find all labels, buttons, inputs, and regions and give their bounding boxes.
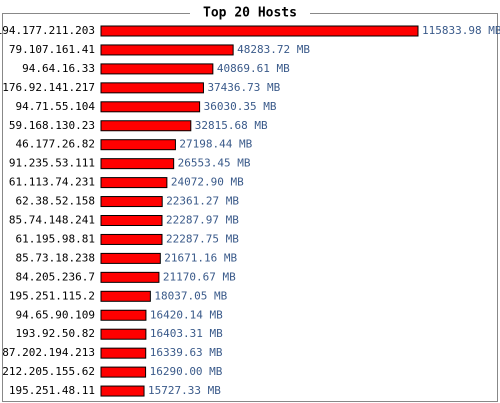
value-label: 16403.31 MB xyxy=(150,327,223,340)
bar xyxy=(100,101,201,113)
title-backdrop xyxy=(190,5,310,21)
value-label: 16339.63 MB xyxy=(150,346,223,359)
value-label: 21170.67 MB xyxy=(163,270,236,283)
value-label: 37436.73 MB xyxy=(207,81,280,94)
chart-title: Top 20 Hosts xyxy=(203,6,297,21)
host-label: 94.71.55.104 xyxy=(16,100,96,113)
host-label: 79.107.161.41 xyxy=(9,43,95,56)
value-label: 48283.72 MB xyxy=(237,43,310,56)
value-label: 32815.68 MB xyxy=(195,119,268,132)
host-label: 94.65.90.109 xyxy=(16,308,95,321)
host-label: 193.92.50.82 xyxy=(16,327,95,340)
host-label: 59.168.130.23 xyxy=(9,119,95,132)
bar xyxy=(100,290,151,302)
host-label: 195.251.48.11 xyxy=(9,384,95,397)
value-label: 115833.98 MB xyxy=(422,24,500,37)
bar xyxy=(100,196,163,208)
bar xyxy=(100,139,176,151)
host-label: 84.205.236.7 xyxy=(16,270,95,283)
value-label: 22361.27 MB xyxy=(166,195,239,208)
host-label: 61.113.74.231 xyxy=(9,176,95,189)
bar xyxy=(100,271,160,283)
value-label: 15727.33 MB xyxy=(148,384,221,397)
host-label: 46.177.26.82 xyxy=(16,138,95,151)
value-label: 21671.16 MB xyxy=(164,251,237,264)
value-label: 18037.05 MB xyxy=(154,289,227,302)
host-label: 195.251.115.2 xyxy=(9,289,95,302)
bar xyxy=(100,158,175,170)
host-label: 62.38.52.158 xyxy=(16,195,95,208)
host-label: 94.64.16.33 xyxy=(22,62,95,75)
bar xyxy=(100,63,214,75)
host-label: 61.195.98.81 xyxy=(16,232,95,245)
bar xyxy=(100,120,192,132)
value-label: 16290.00 MB xyxy=(150,365,223,378)
bar xyxy=(100,177,168,189)
host-label: 87.202.194.213 xyxy=(2,346,95,359)
bar xyxy=(100,82,204,94)
bar xyxy=(100,309,147,321)
host-label: 212.205.155.62 xyxy=(2,365,95,378)
value-label: 36030.35 MB xyxy=(204,100,277,113)
bar xyxy=(100,252,161,264)
host-label: 85.73.18.238 xyxy=(16,251,95,264)
bar xyxy=(100,347,147,359)
value-label: 22287.75 MB xyxy=(166,232,239,245)
bar xyxy=(100,385,145,397)
bar xyxy=(100,44,234,56)
host-label: 176.92.141.217 xyxy=(2,81,95,94)
value-label: 22287.97 MB xyxy=(166,214,239,227)
host-label: 85.74.148.241 xyxy=(9,214,95,227)
value-label: 26553.45 MB xyxy=(178,157,251,170)
value-label: 24072.90 MB xyxy=(171,176,244,189)
value-label: 16420.14 MB xyxy=(150,308,223,321)
value-label: 27198.44 MB xyxy=(179,138,252,151)
bar xyxy=(100,233,163,245)
value-label: 40869.61 MB xyxy=(217,62,290,75)
bar xyxy=(100,215,163,226)
bar xyxy=(100,366,147,378)
bar xyxy=(100,25,419,37)
host-label: 91.235.53.111 xyxy=(9,157,95,170)
bar xyxy=(100,328,147,340)
host-label: 194.177.211.203 xyxy=(0,24,95,37)
